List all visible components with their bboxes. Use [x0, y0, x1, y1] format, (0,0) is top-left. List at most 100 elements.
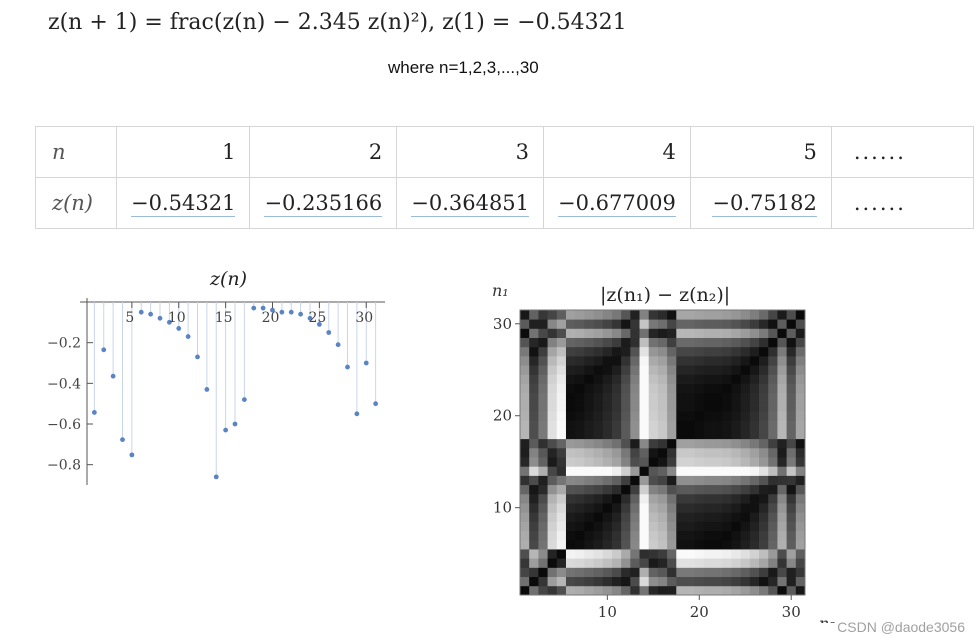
heatmap-cell: [740, 493, 751, 504]
heatmap-cell: [593, 466, 604, 476]
heatmap-cell: [565, 365, 576, 375]
heatmap-cell: [556, 466, 567, 476]
heatmap-cell: [749, 447, 760, 458]
heatmap-cell: [768, 401, 778, 412]
data-point: [363, 360, 369, 366]
heatmap-cell: [630, 310, 640, 320]
heatmap-cell: [713, 558, 723, 568]
heatmap-cell: [768, 438, 778, 449]
heatmap-cell: [694, 319, 705, 329]
heatmap-cell: [676, 438, 686, 449]
heatmap-cell: [713, 521, 723, 532]
heatmap-cell: [685, 328, 696, 338]
heatmap-cell: [529, 466, 539, 476]
heatmap-cell: [602, 549, 613, 559]
heatmap-cell: [667, 392, 677, 403]
heatmap-cell: [740, 576, 751, 587]
heatmap-cell: [713, 503, 723, 513]
heatmap-cell: [795, 337, 806, 348]
heatmap-cell: [722, 420, 732, 430]
heatmap-cell: [676, 484, 686, 495]
heatmap-cell: [602, 558, 613, 568]
heatmap-cell: [565, 401, 576, 412]
heatmap-cell: [630, 521, 640, 532]
heatmap-cell: [657, 374, 668, 384]
heatmap-cell: [565, 346, 576, 357]
heatmap-cell: [795, 310, 806, 320]
heatmap-cell: [621, 429, 631, 440]
heatmap-cell: [740, 346, 751, 357]
heatmap-cell: [621, 466, 631, 476]
y-tick-label: −0.6: [47, 417, 81, 433]
heatmap-cell: [722, 392, 732, 403]
heatmap-cell: [667, 484, 677, 495]
heatmap-cell: [777, 539, 788, 550]
heatmap-cell: [602, 447, 613, 458]
heatmap-cell: [667, 365, 677, 375]
x-axis-label: n₂: [819, 614, 836, 623]
heatmap-cell: [731, 475, 742, 486]
heatmap-cell: [602, 365, 613, 375]
heatmap-cell: [786, 503, 797, 513]
heatmap-cell: [556, 392, 567, 403]
heatmap-cell: [759, 337, 769, 348]
heatmap-cell: [777, 576, 788, 587]
data-point: [326, 330, 332, 335]
heatmap-cell: [731, 310, 742, 320]
heatmap-cell: [740, 374, 751, 384]
heatmap-cell: [777, 319, 788, 329]
heatmap-cell: [685, 585, 696, 596]
heatmap-cell: [685, 558, 696, 568]
heatmap-cell: [584, 521, 594, 532]
heatmap-cell: [584, 346, 594, 357]
heatmap-cell: [685, 567, 696, 578]
heatmap-cell: [584, 512, 594, 522]
heatmap-cell: [575, 457, 585, 467]
heatmap-cell: [731, 411, 742, 421]
heatmap-cell: [777, 355, 788, 366]
heatmap-cell: [777, 374, 788, 384]
heatmap-cell: [676, 420, 686, 430]
heatmap-cell: [795, 512, 806, 522]
data-point: [279, 309, 285, 315]
heatmap-cell: [547, 512, 558, 522]
heatmap-cell: [777, 365, 788, 375]
heatmap-cell: [565, 521, 576, 532]
heatmap-cell: [584, 328, 594, 338]
heatmap-cell: [795, 521, 806, 532]
heatmap-cell: [602, 576, 613, 587]
heatmap-cell: [611, 475, 622, 486]
heatmap-cell: [749, 337, 760, 348]
heatmap-cell: [621, 539, 631, 550]
heatmap-cell: [768, 484, 778, 495]
heatmap-cell: [795, 346, 806, 357]
heatmap-cell: [630, 512, 640, 522]
heatmap-cell: [722, 365, 732, 375]
heatmap-cell: [713, 310, 723, 320]
heatmap-cell: [602, 475, 613, 486]
heatmap-cell: [538, 310, 548, 320]
heatmap-cell: [639, 447, 650, 458]
heatmap-cell: [648, 365, 659, 375]
heatmap-cell: [593, 503, 604, 513]
heatmap-cell: [639, 484, 650, 495]
heatmap-cell: [611, 420, 622, 430]
heatmap-cell: [694, 549, 705, 559]
heatmap-cell: [611, 355, 622, 366]
heatmap-cell: [722, 328, 732, 338]
heatmap-cell: [786, 549, 797, 559]
heatmap-cell: [529, 420, 539, 430]
heatmap-cell: [529, 392, 539, 403]
heatmap-cell: [575, 466, 585, 476]
heatmap-cell: [621, 493, 631, 504]
heatmap-cell: [722, 429, 732, 440]
heatmap-cell: [575, 355, 585, 366]
heatmap-cell: [749, 521, 760, 532]
heatmap-cell: [648, 576, 659, 587]
heatmap-cell: [795, 576, 806, 587]
heatmap-cell: [630, 475, 640, 486]
heatmap-cell: [657, 585, 668, 596]
heatmap-cell: [593, 447, 604, 458]
heatmap-cell: [703, 392, 714, 403]
heatmap-cell: [713, 530, 723, 541]
